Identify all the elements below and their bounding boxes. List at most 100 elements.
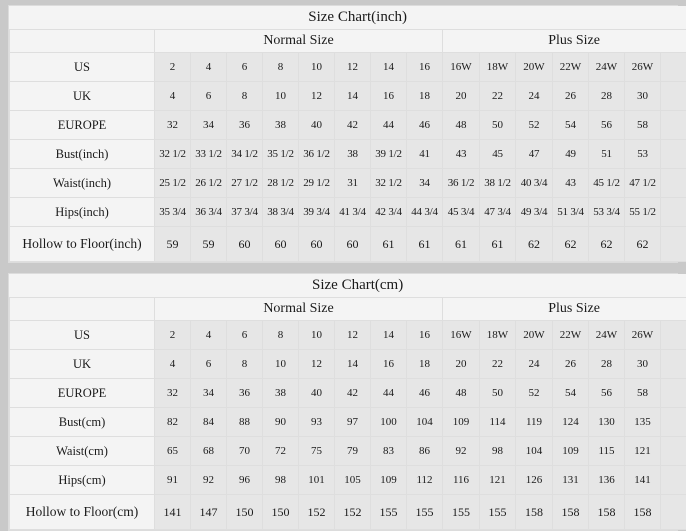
cell: 59 (155, 227, 191, 262)
cell: 46 (407, 111, 443, 140)
cell (661, 437, 686, 466)
row-label-hollow-to-floor: Hollow to Floor(cm) (10, 495, 155, 530)
cell: 141 (155, 495, 191, 530)
cell: 43 (443, 140, 480, 169)
cell: 158 (625, 495, 661, 530)
cell (661, 321, 686, 350)
cell: 25 1/2 (155, 169, 191, 198)
cell: 14 (335, 82, 371, 111)
cell: 18 (407, 350, 443, 379)
title-row: Size Chart(cm) (10, 274, 686, 298)
row-label-hips: Hips(cm) (10, 466, 155, 495)
cell: 44 (371, 111, 407, 140)
cell: 115 (589, 437, 625, 466)
cell: 104 (516, 437, 553, 466)
cell: 36 3/4 (191, 198, 227, 227)
cell: 10 (263, 350, 299, 379)
row-label-uk: UK (10, 82, 155, 111)
table-row: UK 4 6 8 10 12 14 16 18 20 22 24 26 28 3… (10, 350, 686, 379)
cell: 27 1/2 (227, 169, 263, 198)
cell: 4 (191, 321, 227, 350)
cell: 34 (191, 379, 227, 408)
cell: 86 (407, 437, 443, 466)
group-header-row: Normal Size Plus Size (10, 298, 686, 321)
cell: 53 (625, 140, 661, 169)
cell: 4 (155, 350, 191, 379)
cell: 34 1/2 (227, 140, 263, 169)
cell: 124 (553, 408, 589, 437)
cell: 126 (516, 466, 553, 495)
cell: 39 3/4 (299, 198, 335, 227)
cell: 59 (191, 227, 227, 262)
cell: 62 (625, 227, 661, 262)
chart-title: Size Chart(inch) (10, 6, 686, 30)
cell: 20 (443, 350, 480, 379)
cell: 22 (480, 350, 516, 379)
cell: 4 (155, 82, 191, 111)
row-label-uk: UK (10, 350, 155, 379)
cell: 8 (263, 53, 299, 82)
cell: 62 (553, 227, 589, 262)
chart-title: Size Chart(cm) (10, 274, 686, 298)
cell: 45 3/4 (443, 198, 480, 227)
cell (661, 379, 686, 408)
cell: 16 (371, 350, 407, 379)
group-header-plus-size: Plus Size (443, 298, 686, 321)
cell: 155 (371, 495, 407, 530)
cell: 26 1/2 (191, 169, 227, 198)
cell (661, 53, 686, 82)
cell: 114 (480, 408, 516, 437)
cell: 83 (371, 437, 407, 466)
cell: 47 1/2 (625, 169, 661, 198)
table-row: Hips(inch) 35 3/4 36 3/4 37 3/4 38 3/4 3… (10, 198, 686, 227)
cell: 38 1/2 (480, 169, 516, 198)
size-chart-cm: Size Chart(cm) Normal Size Plus Size US … (8, 273, 678, 531)
group-header-spacer (10, 298, 155, 321)
cell: 70 (227, 437, 263, 466)
cell: 136 (589, 466, 625, 495)
cell (661, 82, 686, 111)
cell: 42 (335, 111, 371, 140)
cell: 98 (263, 466, 299, 495)
cell: 35 1/2 (263, 140, 299, 169)
cell: 20W (516, 53, 553, 82)
table-row: Waist(inch) 25 1/2 26 1/2 27 1/2 28 1/2 … (10, 169, 686, 198)
cell: 56 (589, 111, 625, 140)
row-label-hips: Hips(inch) (10, 198, 155, 227)
cell: 10 (263, 82, 299, 111)
group-header-plus-size: Plus Size (443, 30, 686, 53)
row-label-waist: Waist(cm) (10, 437, 155, 466)
cell: 93 (299, 408, 335, 437)
cell: 105 (335, 466, 371, 495)
cell (661, 350, 686, 379)
cell: 8 (263, 321, 299, 350)
title-row: Size Chart(inch) (10, 6, 686, 30)
cell: 109 (553, 437, 589, 466)
cell: 68 (191, 437, 227, 466)
cell: 49 (553, 140, 589, 169)
cell: 22W (553, 53, 589, 82)
cell: 54 (553, 111, 589, 140)
cell: 79 (335, 437, 371, 466)
cell: 24 (516, 82, 553, 111)
cell: 24W (589, 321, 625, 350)
cell: 30 (625, 350, 661, 379)
cell: 36 (227, 379, 263, 408)
cell: 45 (480, 140, 516, 169)
cell: 38 (263, 111, 299, 140)
cell: 58 (625, 111, 661, 140)
cell: 44 3/4 (407, 198, 443, 227)
cell: 97 (335, 408, 371, 437)
cell: 141 (625, 466, 661, 495)
cell: 46 (407, 379, 443, 408)
cell: 37 3/4 (227, 198, 263, 227)
cell: 18 (407, 82, 443, 111)
cell: 32 (155, 379, 191, 408)
table-body: Size Chart(cm) Normal Size Plus Size US … (10, 274, 686, 530)
row-label-europe: EUROPE (10, 379, 155, 408)
cell: 56 (589, 379, 625, 408)
cell: 24W (589, 53, 625, 82)
cell: 152 (335, 495, 371, 530)
cell: 58 (625, 379, 661, 408)
